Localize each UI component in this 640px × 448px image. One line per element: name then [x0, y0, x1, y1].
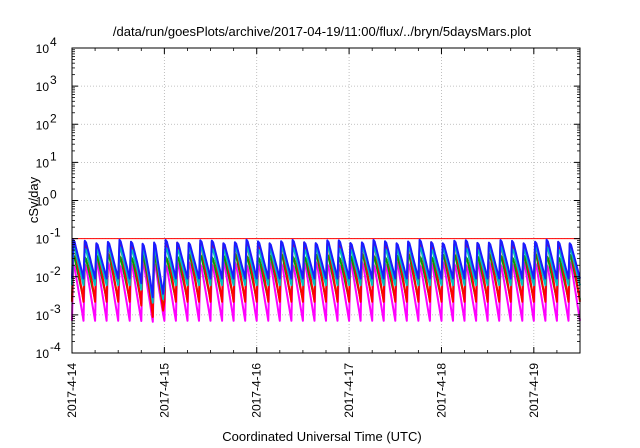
x-tick-label: 2017-4-19	[527, 363, 541, 418]
y-tick-label: 10	[36, 271, 50, 285]
y-tick-exponent: 1	[50, 149, 57, 163]
x-axis-ticks: 2017-4-14 2017-4-15 2017-4-16 2017-4-17 2017…	[65, 48, 558, 418]
y-tick-base: 10	[36, 156, 50, 170]
x-axis-label: Coordinated Universal Time (UTC)	[222, 429, 421, 444]
y-tick-base: 10	[36, 195, 50, 209]
y-tick-base: 10	[36, 42, 50, 56]
y-tick-base: 10	[36, 347, 50, 361]
y-tick-exponent: 2	[50, 111, 57, 125]
series-line	[71, 260, 581, 323]
y-tick-base: 10	[36, 271, 50, 285]
x-tick-label: 2017-4-18	[434, 363, 448, 418]
x-tick-label: 2017-4-14	[65, 363, 79, 418]
y-tick-label: 10	[36, 233, 50, 247]
y-tick-base: 10	[36, 118, 50, 132]
y-tick-label: 10	[36, 195, 50, 209]
y-tick-exponent: -2	[50, 264, 61, 278]
y-axis-label: cSv/day	[26, 176, 41, 223]
x-tick-label: 2017-4-17	[342, 363, 356, 418]
y-tick-label: 10	[36, 156, 50, 170]
x-tick-label: 2017-4-16	[250, 363, 264, 418]
y-tick-label: 10	[36, 42, 50, 56]
y-tick-label: 10	[36, 347, 50, 361]
y-tick-label: 10	[36, 118, 50, 132]
y-tick-label: 10	[36, 80, 50, 94]
y-tick-exponent: 3	[50, 73, 57, 87]
y-tick-label: 10	[36, 309, 50, 323]
y-tick-exponent: -3	[50, 302, 61, 316]
series-group	[71, 238, 581, 323]
y-tick-exponent: 0	[50, 188, 57, 202]
y-tick-base: 10	[36, 233, 50, 247]
chart-title: /data/run/goesPlots/archive/2017-04-19/1…	[113, 24, 532, 39]
y-tick-exponent: -1	[50, 226, 61, 240]
y-tick-exponent: 4	[50, 35, 57, 49]
y-tick-base: 10	[36, 309, 50, 323]
y-tick-exponent: -4	[50, 340, 61, 354]
x-tick-label: 2017-4-15	[157, 363, 171, 418]
y-tick-base: 10	[36, 80, 50, 94]
series-line	[71, 238, 581, 299]
